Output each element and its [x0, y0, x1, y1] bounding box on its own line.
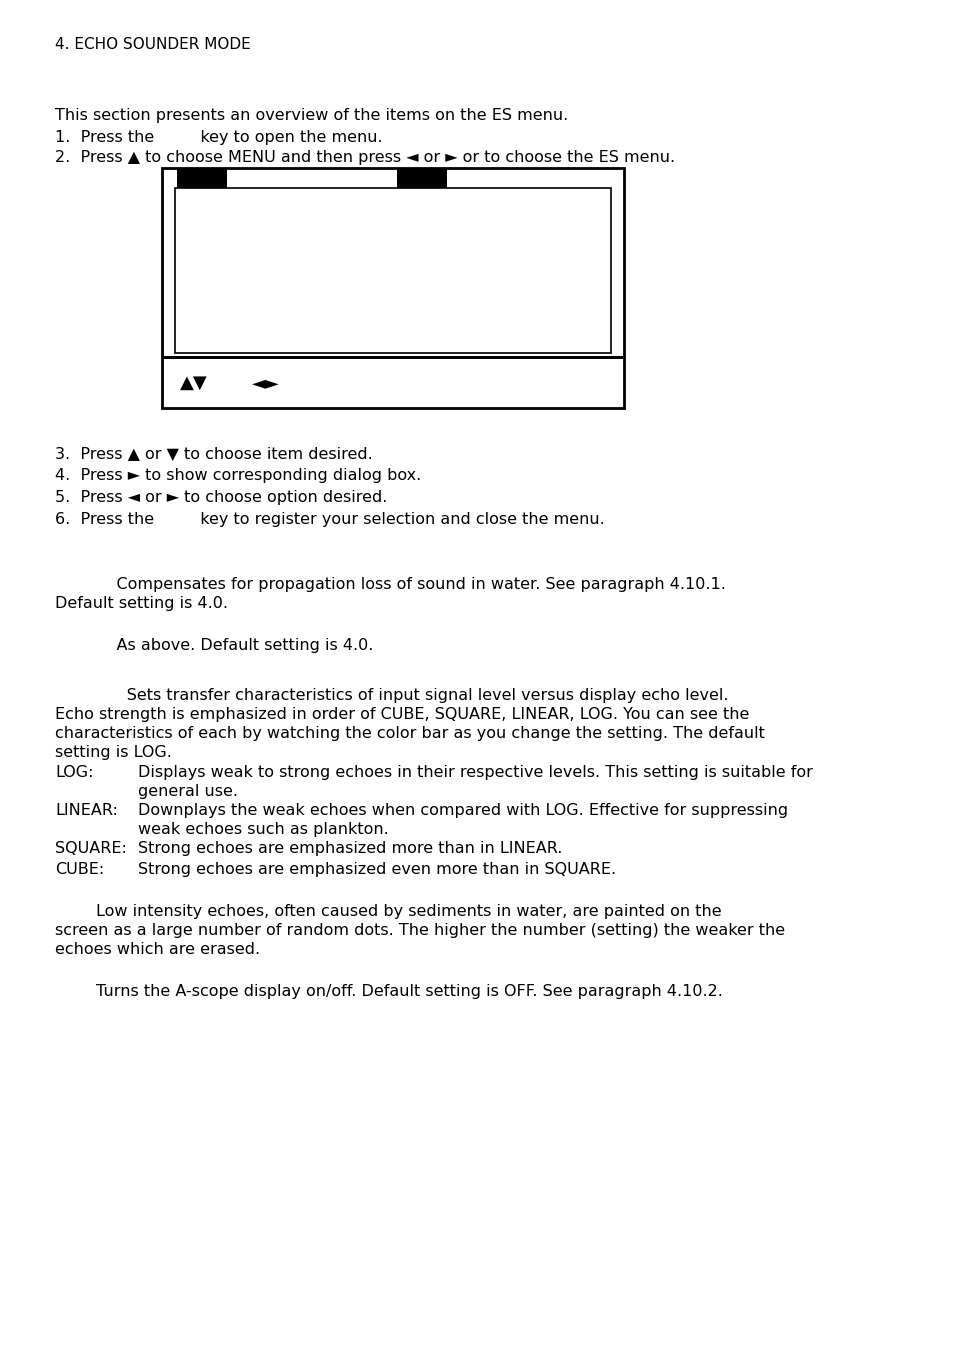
- Text: 6.  Press the         key to register your selection and close the menu.: 6. Press the key to register your select…: [55, 512, 604, 527]
- Text: ◄►: ◄►: [252, 374, 279, 392]
- Text: Strong echoes are emphasized even more than in SQUARE.: Strong echoes are emphasized even more t…: [138, 862, 616, 877]
- Bar: [162, 168, 623, 408]
- Text: screen as a large number of random dots. The higher the number (setting) the wea: screen as a large number of random dots.…: [55, 923, 784, 938]
- Text: As above. Default setting is 4.0.: As above. Default setting is 4.0.: [55, 638, 373, 653]
- Text: 4. ECHO SOUNDER MODE: 4. ECHO SOUNDER MODE: [55, 36, 251, 51]
- Text: setting is LOG.: setting is LOG.: [55, 744, 172, 761]
- Text: Default setting is 4.0.: Default setting is 4.0.: [55, 596, 228, 611]
- Bar: [177, 168, 227, 188]
- Text: Low intensity echoes, often caused by sediments in water, are painted on the: Low intensity echoes, often caused by se…: [55, 904, 720, 919]
- Text: 3.  Press ▲ or ▼ to choose item desired.: 3. Press ▲ or ▼ to choose item desired.: [55, 446, 373, 461]
- Bar: [396, 168, 447, 188]
- Bar: [162, 357, 623, 359]
- Text: Strong echoes are emphasized more than in LINEAR.: Strong echoes are emphasized more than i…: [138, 842, 561, 857]
- Text: Turns the A-scope display on/off. Default setting is OFF. See paragraph 4.10.2.: Turns the A-scope display on/off. Defaul…: [55, 984, 722, 998]
- Text: Downplays the weak echoes when compared with LOG. Effective for suppressing: Downplays the weak echoes when compared …: [138, 802, 787, 817]
- Text: echoes which are erased.: echoes which are erased.: [55, 942, 260, 957]
- Text: 1.  Press the         key to open the menu.: 1. Press the key to open the menu.: [55, 130, 382, 145]
- Text: LOG:: LOG:: [55, 765, 93, 780]
- Text: 2.  Press ▲ to choose MENU and then press ◄ or ► or to choose the ES menu.: 2. Press ▲ to choose MENU and then press…: [55, 150, 675, 165]
- Text: ▲▼: ▲▼: [180, 374, 208, 392]
- Text: CUBE:: CUBE:: [55, 862, 104, 877]
- Text: Displays weak to strong echoes in their respective levels. This setting is suita: Displays weak to strong echoes in their …: [138, 765, 812, 780]
- Text: weak echoes such as plankton.: weak echoes such as plankton.: [138, 821, 388, 838]
- Text: general use.: general use.: [138, 784, 237, 798]
- Text: SQUARE:: SQUARE:: [55, 842, 127, 857]
- Text: This section presents an overview of the items on the ES menu.: This section presents an overview of the…: [55, 108, 568, 123]
- Text: Sets transfer characteristics of input signal level versus display echo level.: Sets transfer characteristics of input s…: [55, 688, 728, 703]
- Text: Compensates for propagation loss of sound in water. See paragraph 4.10.1.: Compensates for propagation loss of soun…: [55, 577, 725, 592]
- Bar: [174, 188, 610, 353]
- Text: Echo strength is emphasized in order of CUBE, SQUARE, LINEAR, LOG. You can see t: Echo strength is emphasized in order of …: [55, 707, 749, 721]
- Text: characteristics of each by watching the color bar as you change the setting. The: characteristics of each by watching the …: [55, 725, 764, 740]
- Text: 5.  Press ◄ or ► to choose option desired.: 5. Press ◄ or ► to choose option desired…: [55, 490, 387, 505]
- Text: 4.  Press ► to show corresponding dialog box.: 4. Press ► to show corresponding dialog …: [55, 467, 421, 484]
- Text: LINEAR:: LINEAR:: [55, 802, 118, 817]
